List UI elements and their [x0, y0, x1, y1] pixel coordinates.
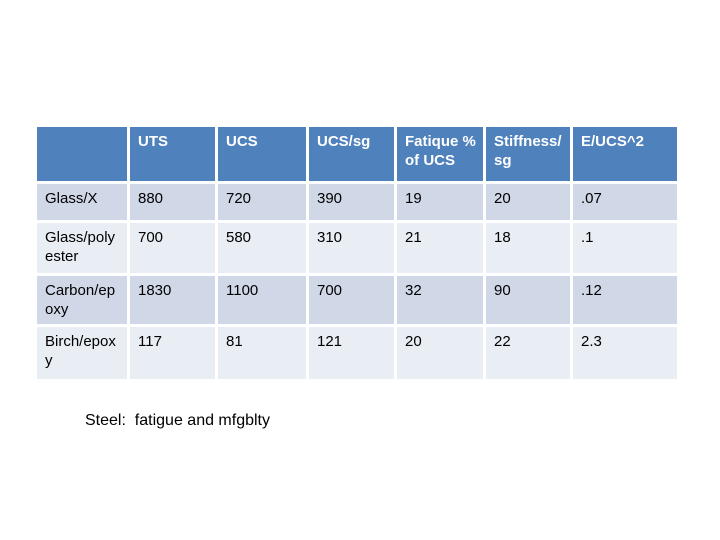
- table-cell: 310: [309, 223, 394, 273]
- table-cell: 121: [309, 327, 394, 379]
- table-cell: .07: [573, 184, 677, 220]
- table-cell: .12: [573, 276, 677, 324]
- table-cell: 19: [397, 184, 483, 220]
- table-row: Carbon/epoxy 1830 1100 700 32 90 .12: [37, 276, 677, 324]
- table-row: Glass/X 880 720 390 19 20 .07: [37, 184, 677, 220]
- table-cell: 20: [397, 327, 483, 379]
- table-cell: 81: [218, 327, 306, 379]
- row-header: Glass/polyester: [37, 223, 127, 273]
- table-cell: 700: [130, 223, 215, 273]
- table-header-row: UTS UCS UCS/sg Fatique % of UCS Stiffnes…: [37, 127, 677, 181]
- table-cell: 700: [309, 276, 394, 324]
- table-cell: 1100: [218, 276, 306, 324]
- column-header-fatique: Fatique % of UCS: [397, 127, 483, 181]
- table-cell: 390: [309, 184, 394, 220]
- row-header: Glass/X: [37, 184, 127, 220]
- materials-comparison-table: UTS UCS UCS/sg Fatique % of UCS Stiffnes…: [34, 124, 680, 382]
- table-row: Birch/epoxy 117 81 121 20 22 2.3: [37, 327, 677, 379]
- column-header-e-ucs2: E/UCS^2: [573, 127, 677, 181]
- column-header-ucs: UCS: [218, 127, 306, 181]
- table-cell: 21: [397, 223, 483, 273]
- table-cell: 2.3: [573, 327, 677, 379]
- table-row: Glass/polyester 700 580 310 21 18 .1: [37, 223, 677, 273]
- steel-note-text: Steel: fatigue and mfgblty: [85, 412, 270, 429]
- row-header: Birch/epoxy: [37, 327, 127, 379]
- column-header-blank: [37, 127, 127, 181]
- row-header: Carbon/epoxy: [37, 276, 127, 324]
- table-cell: 880: [130, 184, 215, 220]
- table-cell: 720: [218, 184, 306, 220]
- table-cell: 90: [486, 276, 570, 324]
- column-header-stiffness: Stiffness/ sg: [486, 127, 570, 181]
- materials-table: UTS UCS UCS/sg Fatique % of UCS Stiffnes…: [34, 124, 680, 382]
- table-cell: 32: [397, 276, 483, 324]
- column-header-ucs-sg: UCS/sg: [309, 127, 394, 181]
- table-cell: 18: [486, 223, 570, 273]
- table-cell: 22: [486, 327, 570, 379]
- column-header-uts: UTS: [130, 127, 215, 181]
- table-cell: 117: [130, 327, 215, 379]
- table-cell: .1: [573, 223, 677, 273]
- table-cell: 1830: [130, 276, 215, 324]
- table-cell: 20: [486, 184, 570, 220]
- table-cell: 580: [218, 223, 306, 273]
